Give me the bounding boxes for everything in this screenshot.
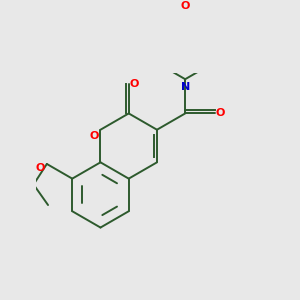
Text: O: O: [216, 108, 225, 118]
Text: O: O: [181, 1, 190, 11]
Text: N: N: [181, 82, 190, 92]
Text: O: O: [130, 79, 139, 89]
Text: O: O: [90, 131, 99, 141]
Text: O: O: [36, 163, 45, 173]
